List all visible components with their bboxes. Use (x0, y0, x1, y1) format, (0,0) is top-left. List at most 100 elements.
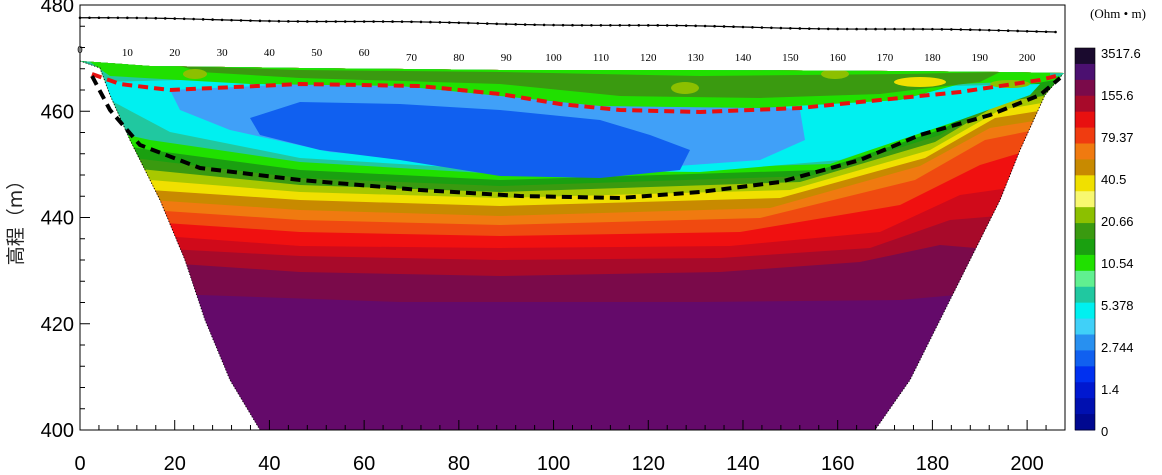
electrode-point (410, 20, 413, 24)
colorbar-swatch (1075, 143, 1095, 160)
electrode-point (959, 28, 963, 31)
y-tick-label: 400 (41, 420, 74, 442)
electrode-point (523, 23, 527, 26)
electrode-point (163, 17, 167, 20)
distance-labels: 0102030405060708090100110120130140150160… (77, 44, 1036, 64)
distance-label: 170 (877, 52, 894, 64)
x-tick-label: 40 (258, 453, 280, 475)
electrode-point (268, 19, 271, 23)
electrode-point (258, 19, 262, 23)
electrode-point (618, 23, 622, 27)
electrode-point (343, 20, 347, 23)
x-tick-label: 120 (632, 453, 665, 475)
electrode-point (590, 23, 593, 27)
distance-label: 200 (1019, 52, 1036, 64)
x-tick-label: 0 (74, 453, 85, 475)
electrode-point (940, 27, 944, 31)
electrode-point (893, 27, 896, 31)
electrode-point (817, 27, 821, 31)
electrode-point (931, 27, 934, 31)
distance-label: 130 (687, 52, 704, 64)
electrode-point (381, 20, 385, 23)
electrode-point (921, 27, 925, 31)
electrode-point (296, 20, 300, 23)
distance-label: 160 (829, 52, 846, 64)
electrode-point (182, 17, 186, 21)
electrode-point (902, 27, 906, 31)
electrode-point (987, 28, 991, 32)
distance-label: 190 (972, 52, 989, 64)
colorbar-swatch (1075, 302, 1095, 320)
surface-line (79, 17, 1056, 33)
electrode-point (770, 26, 773, 30)
black-dashed-boundary (90, 75, 1062, 201)
x-tick-label: 160 (821, 453, 854, 475)
colorbar-swatch (1075, 350, 1095, 367)
colorbar-label: 0 (1101, 424, 1108, 439)
resistivity-section (80, 61, 1064, 430)
electrode-point (287, 20, 290, 23)
colorbar-swatch (1075, 111, 1095, 129)
x-tick-label: 20 (164, 453, 186, 475)
electrode-point (912, 27, 915, 31)
electrode-point (400, 20, 404, 23)
electrode-point (353, 20, 356, 23)
topography-line (78, 16, 1057, 34)
electrode-point (675, 24, 678, 27)
electrode-point (751, 25, 754, 29)
electrode-point (239, 19, 243, 22)
y-axis-label: 高程（m） (5, 171, 27, 266)
electrode-point (533, 23, 536, 27)
electrode-point (950, 28, 953, 31)
colorbar: 3517.6 155.6 79.37 40.5 20.66 10.54 5.378 2.744… (1074, 46, 1141, 439)
electrode-point (230, 18, 233, 22)
colorbar-unit: (Ohm • m) (1090, 6, 1146, 21)
electrode-point (741, 25, 745, 29)
electrode-point (542, 23, 546, 27)
electrode-point (429, 20, 432, 24)
colorbar-swatch (1075, 223, 1095, 240)
x-tick-label: 180 (916, 453, 949, 475)
electrode-point (495, 22, 499, 26)
colorbar-swatch (1075, 175, 1095, 192)
y-tick-label: 420 (41, 314, 74, 336)
electrode-point (713, 24, 716, 28)
distance-label: 50 (311, 47, 323, 59)
colorbar-label: 10.54 (1101, 256, 1134, 271)
distance-label: 110 (593, 52, 610, 64)
electrode-point (514, 23, 517, 26)
colorbar-swatch (1075, 79, 1095, 97)
electrode-point (476, 21, 480, 25)
electrode-point (201, 18, 205, 21)
x-tick-label: 140 (726, 453, 759, 475)
colorbar-swatch (1075, 191, 1095, 208)
electrode-point (88, 16, 91, 20)
distance-label: 20 (169, 47, 181, 59)
electrode-point (789, 26, 792, 30)
electrode-point (826, 27, 830, 31)
x-tick-label: 200 (1010, 453, 1043, 475)
electrode-point (277, 19, 281, 23)
electrode-point (1006, 29, 1010, 32)
colorbar-swatch (1075, 48, 1095, 65)
distance-label: 120 (640, 52, 657, 64)
x-tick-label: 80 (448, 453, 470, 475)
colorbar-swatch (1075, 334, 1095, 351)
y-tick-label: 460 (41, 101, 74, 123)
colorbar-swatch (1075, 63, 1095, 81)
colorbar-swatch (1075, 318, 1095, 335)
electrode-point (1025, 29, 1029, 33)
colorbar-swatch (1075, 382, 1095, 399)
electrode-point (855, 27, 858, 31)
electrode-point (561, 23, 565, 27)
electrode-point (968, 28, 972, 32)
colorbar-label: 79.37 (1101, 130, 1134, 145)
electrode-point (609, 24, 612, 27)
electrode-point (1044, 30, 1048, 34)
electrode-point (779, 26, 783, 30)
electrode-point (978, 28, 982, 32)
electrode-point (334, 20, 338, 23)
electrode-point (694, 24, 697, 28)
electrode-point (173, 17, 177, 20)
